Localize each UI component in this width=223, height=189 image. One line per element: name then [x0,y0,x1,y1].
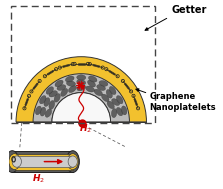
Bar [11,6,155,123]
Ellipse shape [77,75,86,80]
Ellipse shape [68,86,76,92]
Ellipse shape [68,156,77,167]
Ellipse shape [97,84,105,91]
Ellipse shape [106,90,112,98]
Ellipse shape [45,109,52,117]
Ellipse shape [46,87,54,94]
Ellipse shape [39,96,46,104]
Ellipse shape [67,154,78,170]
Ellipse shape [57,85,66,90]
Ellipse shape [112,109,117,118]
Wedge shape [33,74,129,122]
Ellipse shape [112,99,120,105]
Bar [17,156,73,167]
Ellipse shape [77,79,86,85]
Ellipse shape [77,85,86,91]
Text: Graphene
Nanoplatelets: Graphene Nanoplatelets [149,92,216,112]
Ellipse shape [116,108,123,116]
Bar [14,154,73,170]
Ellipse shape [109,86,116,94]
Ellipse shape [40,107,46,116]
Ellipse shape [94,89,102,96]
Ellipse shape [55,80,63,87]
Ellipse shape [44,98,50,106]
Ellipse shape [49,101,55,109]
Point [80,122,83,125]
Text: Getter: Getter [172,5,207,15]
Ellipse shape [66,81,75,86]
Ellipse shape [121,106,127,115]
Ellipse shape [49,91,57,97]
Ellipse shape [86,86,94,92]
Ellipse shape [9,154,20,170]
Bar [12,151,73,172]
Ellipse shape [65,76,74,82]
Text: H$_2$: H$_2$ [78,123,92,135]
Wedge shape [52,93,111,122]
Ellipse shape [116,96,123,104]
Ellipse shape [6,151,19,173]
Ellipse shape [12,156,21,167]
Ellipse shape [107,101,114,109]
Ellipse shape [102,94,109,101]
Ellipse shape [54,94,60,102]
Wedge shape [16,57,147,122]
Ellipse shape [35,106,41,115]
Ellipse shape [99,81,108,86]
Ellipse shape [61,88,68,96]
Ellipse shape [66,151,79,173]
Ellipse shape [88,80,95,87]
Ellipse shape [89,76,97,82]
Text: H$_2$: H$_2$ [32,172,45,185]
